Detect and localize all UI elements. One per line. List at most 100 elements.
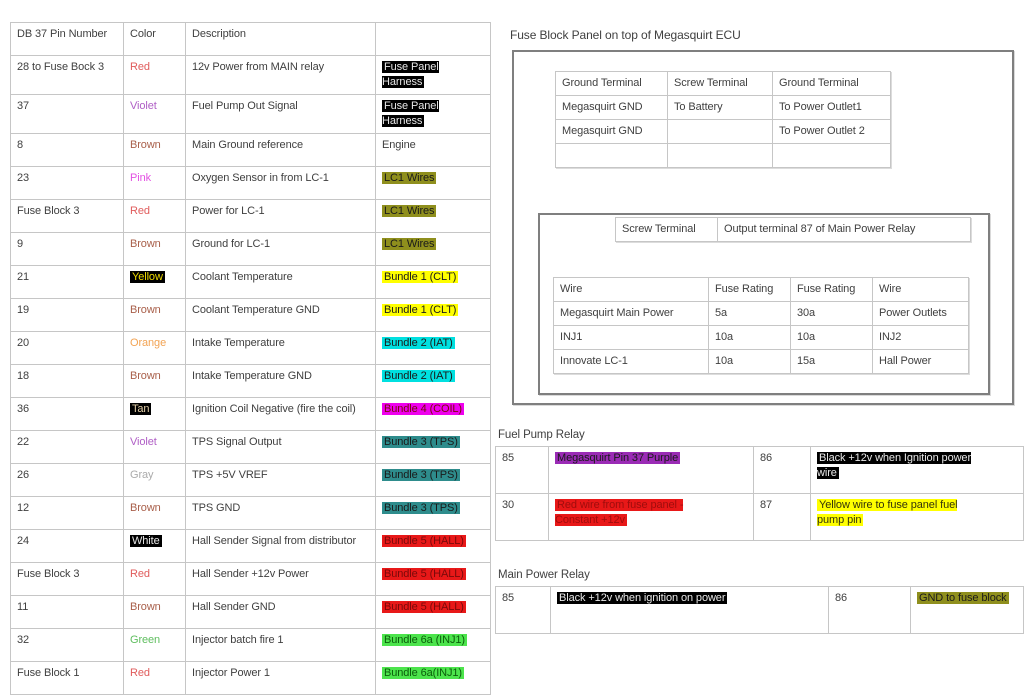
header-row: Wire Fuse Rating Fuse Rating Wire [553, 277, 969, 302]
main-power-relay-title: Main Power Relay [498, 569, 590, 581]
pin-cell: 22 [10, 430, 124, 464]
wire-color-label: Red [130, 205, 150, 217]
cell [772, 143, 891, 168]
bundle-tag: Bundle 3 (TPS) [382, 469, 460, 481]
relay-pin-number: 87 [753, 493, 811, 541]
bundle-tag: Bundle 2 (IAT) [382, 337, 455, 349]
bundle-cell: Bundle 6a(INJ1) [375, 661, 491, 695]
bundle-tag: Bundle 3 (TPS) [382, 502, 460, 514]
color-cell: Brown [123, 496, 186, 530]
color-cell: Red [123, 55, 186, 95]
cell: 10a [708, 349, 791, 374]
wire-color-label: Brown [130, 370, 161, 382]
relay-pin-number: 30 [495, 493, 549, 541]
cell: Megasquirt Main Power [553, 301, 709, 326]
description-cell: Fuel Pump Out Signal [185, 94, 376, 134]
pin-cell: 8 [10, 133, 124, 167]
table-row: 26 Gray TPS +5V VREF Bundle 3 (TPS) [10, 463, 491, 497]
bundle-tag: Engine [382, 139, 416, 151]
color-cell: Red [123, 661, 186, 695]
pin-cell: 26 [10, 463, 124, 497]
table-row: 23 Pink Oxygen Sensor in from LC-1 LC1 Wire… [10, 166, 491, 200]
cell: 10a [708, 325, 791, 350]
pin-cell: 12 [10, 496, 124, 530]
description-cell: Main Ground reference [185, 133, 376, 167]
bundle-tag: Bundle 3 (TPS) [382, 436, 460, 448]
wire-color-label: Violet [130, 436, 157, 448]
table-row: 18 Brown Intake Temperature GND Bundle 2 (I… [10, 364, 491, 398]
table-row: Megasquirt GND To Battery To Power Outlet1 [555, 95, 891, 120]
bundle-cell: Bundle 6a (INJ1) [375, 628, 491, 662]
description-cell: Intake Temperature [185, 331, 376, 365]
pin-cell: 23 [10, 166, 124, 200]
pin-cell: 24 [10, 529, 124, 563]
wire-color-label: Red [130, 61, 150, 73]
table-row [555, 143, 891, 168]
wire-color-label: Red [130, 667, 150, 679]
relay-pin-number: 85 [495, 446, 549, 494]
description-cell: 12v Power from MAIN relay [185, 55, 376, 95]
wire-color-label: Brown [130, 238, 161, 250]
bundle-tag: LC1 Wires [382, 238, 437, 250]
document-page: { "colors": { "fg": { "default": "#3f3f3… [10, 22, 1024, 695]
column-header: Screw Terminal [615, 217, 718, 242]
cell: 15a [790, 349, 873, 374]
screw-terminal-strip: Screw Terminal Output terminal 87 of Main… [615, 217, 971, 242]
color-cell: Brown [123, 232, 186, 266]
bundle-cell: Fuse Panel Harness [375, 55, 491, 95]
wire-color-label: Red [130, 568, 150, 580]
bundle-cell: Bundle 2 (IAT) [375, 331, 491, 365]
relay-pin-number: 86 [753, 446, 811, 494]
cell: Power Outlets [872, 301, 969, 326]
relay-fuse-inner-box [538, 213, 990, 395]
table-row: Fuse Block 3 Red Hall Sender +12v Power Bun… [10, 562, 491, 596]
table-row: Fuse Block 1 Red Injector Power 1 Bundle 6a… [10, 661, 491, 695]
relay-wire-label: GND to fuse block [917, 592, 1009, 604]
relay-row: 30 Red wire from fuse panel - Constant +1… [495, 493, 1024, 541]
fuse-block-panel-title: Fuse Block Panel on top of Megasquirt EC… [510, 28, 741, 42]
color-cell: Brown [123, 133, 186, 167]
table-row: 12 Brown TPS GND Bundle 3 (TPS) [10, 496, 491, 530]
ground-terminal-table: Ground Terminal Screw Terminal Ground Term… [555, 71, 891, 168]
description-cell: Hall Sender Signal from distributor [185, 529, 376, 563]
wire-color-label: Violet [130, 100, 157, 112]
color-cell: Brown [123, 298, 186, 332]
column-header: Screw Terminal [667, 71, 773, 96]
relay-wire-cell: Black +12v when ignition on power [550, 586, 829, 634]
relay-wire-cell: Red wire from fuse panel - Constant +12v [548, 493, 754, 541]
bundle-cell: LC1 Wires [375, 166, 491, 200]
bundle-tag: Bundle 1 (CLT) [382, 304, 459, 316]
color-cell: Violet [123, 94, 186, 134]
description-cell: Hall Sender +12v Power [185, 562, 376, 596]
fuse-block-outer-box [512, 50, 1014, 405]
color-cell: Red [123, 199, 186, 233]
bundle-cell: Bundle 3 (TPS) [375, 496, 491, 530]
table-row: 20 Orange Intake Temperature Bundle 2 (IAT) [10, 331, 491, 365]
db37-pin-table: DB 37 Pin Number Color Description 28 to Fu… [10, 22, 491, 695]
pin-cell: 32 [10, 628, 124, 662]
color-cell: Pink [123, 166, 186, 200]
wire-color-label: Brown [130, 139, 161, 151]
color-cell: Tan [123, 397, 186, 431]
cell: Hall Power [872, 349, 969, 374]
wire-color-label: Yellow [130, 271, 165, 283]
description-cell: Ground for LC-1 [185, 232, 376, 266]
column-header: Ground Terminal [772, 71, 891, 96]
column-header: Ground Terminal [555, 71, 668, 96]
bundle-tag: LC1 Wires [382, 205, 437, 217]
bundle-cell: Engine [375, 133, 491, 167]
table-row: 11 Brown Hall Sender GND Bundle 5 (HALL) [10, 595, 491, 629]
column-header: Description [185, 22, 376, 56]
fuse-rating-table: Wire Fuse Rating Fuse Rating Wire Megasquirt… [553, 277, 969, 374]
pin-cell: Fuse Block 1 [10, 661, 124, 695]
color-cell: White [123, 529, 186, 563]
column-header: Wire [872, 277, 969, 302]
column-header: Fuse Rating [708, 277, 791, 302]
column-header: Wire [553, 277, 709, 302]
pin-cell: 36 [10, 397, 124, 431]
description-cell: TPS GND [185, 496, 376, 530]
cell: Megasquirt GND [555, 95, 668, 120]
wire-color-label: White [130, 535, 162, 547]
relay-wire-label: Red wire from fuse panel - Constant +12v [555, 499, 684, 526]
table-row: 9 Brown Ground for LC-1 LC1 Wires [10, 232, 491, 266]
